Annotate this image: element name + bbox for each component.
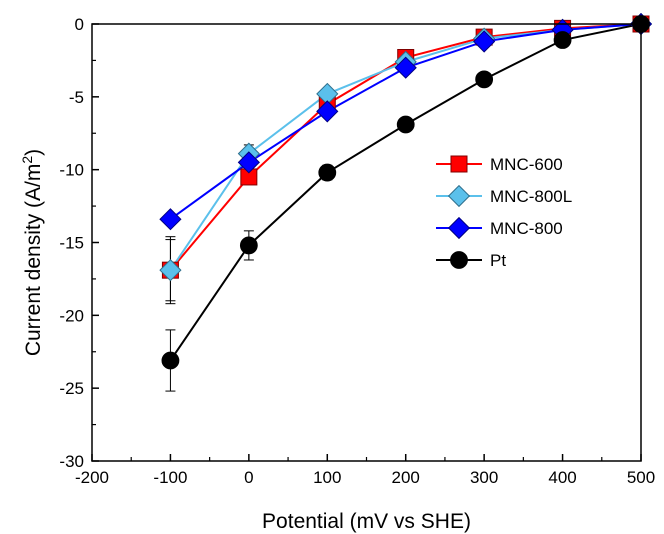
data-point-mnc-800 [394,56,417,79]
x-axis-ticks: -200 -100 0 100 200 300 400 500 [75,454,655,487]
data-point-pt [553,31,572,49]
y-tick-label: 0 [75,15,84,34]
y-tick-label: -10 [59,161,84,180]
y-tick-label: -5 [69,88,84,107]
y-tick-label: -30 [59,452,84,471]
data-point-mnc-800 [316,100,339,123]
x-tick-label: 500 [627,468,655,487]
x-axis-label: Potential (mV vs SHE) [262,510,471,533]
x-tick-label: 100 [313,468,341,487]
legend-marker-mnc-800 [447,216,471,240]
legend: MNC-600 MNC-800L MNC-800 Pt [436,155,572,270]
y-tick-label: -20 [59,306,84,325]
legend-marker-mnc-600 [450,155,468,173]
data-point-mnc-800 [237,151,260,174]
x-tick-label: -200 [75,468,109,487]
legend-label-mnc-800l: MNC-800L [490,187,572,206]
y-axis-label-close: ) [22,149,45,156]
data-point-mnc-800 [159,208,182,231]
x-tick-label: -100 [153,468,187,487]
y-axis-label-superscript: 2 [19,156,35,164]
x-tick-label: 300 [470,468,498,487]
x-tick-label: 0 [244,468,253,487]
x-tick-label: 400 [548,468,576,487]
data-point-mnc-800 [473,30,496,53]
y-tick-label: -15 [59,234,84,253]
legend-label-mnc-600: MNC-600 [490,155,563,174]
y-axis-label-main: Current density (A/m [22,164,45,357]
data-point-pt [475,70,494,89]
legend-marker-pt [450,251,468,269]
series-markers [159,12,653,370]
y-axis-label: Current density (A/m2) [19,149,45,356]
legend-label-pt: Pt [490,251,506,270]
data-point-mnc-800l [159,259,182,282]
data-point-pt [239,236,258,255]
y-axis-ticks: -30 -25 -20 -15 -10 -5 0 [59,15,99,471]
data-point-pt [161,351,180,370]
legend-marker-mnc-800l [447,184,471,208]
y-tick-label: -25 [59,379,84,398]
data-point-pt [396,115,415,134]
data-point-pt [318,163,337,182]
x-tick-label: 200 [392,468,420,487]
legend-label-mnc-800: MNC-800 [490,219,563,238]
